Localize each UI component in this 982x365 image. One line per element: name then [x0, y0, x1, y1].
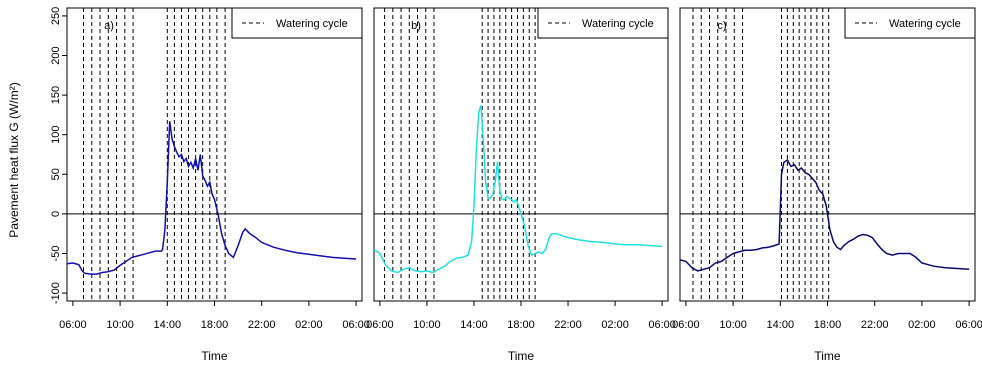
- x-tick-label: 22:00: [248, 319, 276, 331]
- x-tick-label: 22:00: [554, 319, 582, 331]
- x-tick-label: 10:00: [413, 319, 441, 331]
- series-line: [679, 158, 970, 272]
- x-tick-label: 10:00: [719, 319, 747, 331]
- x-tick-label: 14:00: [154, 319, 182, 331]
- x-tick-label: 18:00: [507, 319, 535, 331]
- panels: -100 -50 0 50 100 150 200 250 06:00 10:00 14:00 18:…: [50, 7, 982, 363]
- x-tick-label: 06:00: [648, 319, 676, 331]
- y-tick-label: -100: [50, 282, 62, 304]
- x-tick-label: 06:00: [342, 319, 370, 331]
- plot-frame: [373, 7, 669, 302]
- x-tick-label: 02:00: [295, 319, 323, 331]
- x-tick-label: 14:00: [767, 319, 795, 331]
- legend-box: [231, 7, 363, 39]
- y-tick-label: 0: [50, 211, 62, 217]
- plot-frame: [66, 7, 363, 302]
- x-axis-label: Time: [814, 349, 841, 363]
- panel-1: -100 -50 0 50 100 150 200 250 06:00 10:00 14:00 18:…: [50, 7, 370, 363]
- panel-label: b): [411, 20, 421, 32]
- y-tick-label: 100: [50, 126, 62, 144]
- y-tick-label: -50: [50, 246, 62, 262]
- x-axis-label: Time: [508, 349, 535, 363]
- x-tick-label: 06:00: [59, 319, 87, 331]
- y-tick-label: 150: [50, 86, 62, 104]
- x-tick-label: 18:00: [201, 319, 229, 331]
- y-tick-label: 200: [50, 46, 62, 64]
- legend-label: Watering cycle: [582, 18, 654, 30]
- x-axis-label: Time: [201, 349, 228, 363]
- x-tick-label: 02:00: [908, 319, 936, 331]
- x-tick-label: 06:00: [672, 319, 700, 331]
- x-tick-label: 02:00: [601, 319, 629, 331]
- panel-label: a): [104, 20, 114, 32]
- series-line: [66, 121, 357, 275]
- y-tick-label: 250: [50, 7, 62, 25]
- x-tick-label: 18:00: [814, 319, 842, 331]
- legend-label: Watering cycle: [276, 18, 348, 30]
- x-tick-label: 14:00: [460, 319, 488, 331]
- legend-box: [537, 7, 669, 39]
- x-tick-label: 22:00: [861, 319, 889, 331]
- panel-2: 06:00 10:00 14:00 18:00 22:00 02:00 06:00 Time b…: [366, 7, 676, 363]
- series-line: [373, 105, 663, 274]
- legend-label: Watering cycle: [889, 18, 961, 30]
- x-tick-label: 06:00: [955, 319, 982, 331]
- panel-label: c): [717, 20, 726, 32]
- x-tick-label: 10:00: [106, 319, 134, 331]
- x-tick-label: 06:00: [366, 319, 394, 331]
- legend-box: [844, 7, 976, 39]
- plot-frame: [679, 7, 976, 302]
- y-axis-label: Pavement heat flux G (W/m²): [7, 82, 21, 237]
- panel-3: 06:00 10:00 14:00 18:00 22:00 02:00 06:00 Time c…: [672, 7, 982, 363]
- y-tick-label: 50: [50, 168, 62, 180]
